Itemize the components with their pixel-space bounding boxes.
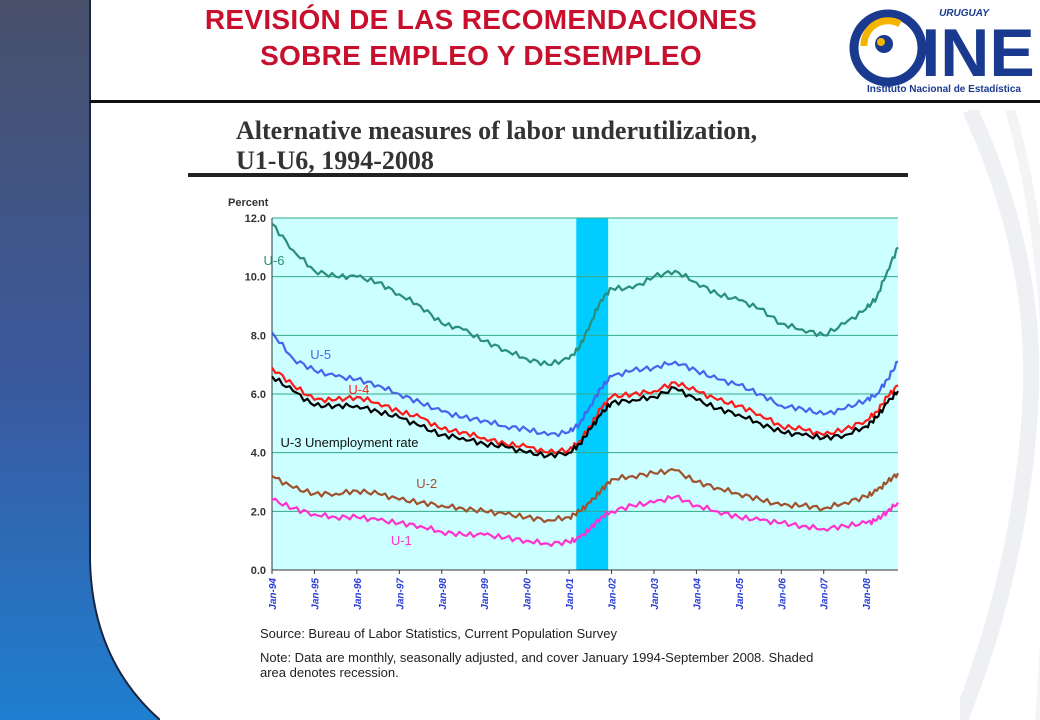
x-tick-label: Jan-97 [395, 578, 406, 610]
chart-title-line-2: U1-U6, 1994-2008 [236, 146, 434, 175]
x-tick-label: Jan-05 [735, 578, 746, 610]
x-tick-label: Jan-99 [480, 578, 491, 610]
series-label: U-2 [416, 476, 437, 491]
x-tick-label: Jan-98 [438, 578, 449, 610]
title-divider [90, 100, 1040, 103]
x-tick-label: Jan-07 [820, 578, 831, 610]
left-decorative-bar [0, 0, 160, 720]
series-label: U-3 Unemployment rate [280, 435, 418, 450]
series-line-u-2 [271, 468, 900, 524]
logo-top-text: URUGUAY [939, 8, 990, 19]
series-line-u-1 [271, 494, 899, 547]
series-line-u-5 [271, 331, 899, 438]
y-tick-label: 10.0 [245, 272, 266, 284]
plot-area: 0.0 2.0 4.0 6.0 8.0 10.0 12.0 Jan-94 Jan-95 Jan-9… [245, 213, 900, 610]
x-tick-label: Jan-02 [608, 578, 619, 610]
x-tick-label: Jan-96 [353, 578, 364, 610]
series-label: U-4 [348, 382, 369, 397]
series-label: U-1 [391, 533, 412, 548]
series-line-u-6 [271, 222, 899, 367]
y-tick-label: 6.0 [251, 389, 266, 401]
series-label: U-6 [264, 253, 285, 268]
series-line-u-3-unemployment-rate [271, 375, 899, 459]
logo-main-text: INE [921, 15, 1034, 91]
chart-panel: Alternative measures of labor underutili… [188, 105, 964, 690]
x-tick-label: Jan-08 [862, 578, 873, 610]
ine-logo-emblem-icon [849, 9, 927, 87]
source-note: Source: Bureau of Labor Statistics, Curr… [260, 626, 617, 641]
series-label: U-5 [310, 347, 331, 362]
y-tick-label: 2.0 [251, 506, 266, 518]
y-tick-label: 4.0 [251, 448, 266, 460]
x-tick-label: Jan-04 [692, 578, 703, 610]
ine-logo: URUGUAY INE Instituto Nacional de Estadí… [849, 8, 1035, 95]
x-tick-label: Jan-94 [268, 578, 279, 610]
slide-title-line-2: SOBRE EMPLEO Y DESEMPLEO [260, 40, 702, 71]
slide-title: REVISIÓN DE LAS RECOMENDACIONES SOBRE EM… [92, 2, 870, 74]
chart-title-line-1: Alternative measures of labor underutili… [236, 116, 757, 145]
y-tick-label: 8.0 [251, 330, 266, 342]
slide-title-line-1: REVISIÓN DE LAS RECOMENDACIONES [204, 4, 758, 35]
chart-title-rule [188, 173, 908, 177]
logo-caption: Instituto Nacional de Estadística [867, 84, 1021, 95]
y-tick-label: 12.0 [245, 213, 266, 225]
series-line-u-4 [271, 367, 899, 455]
chart-svg: Alternative measures of labor underutili… [188, 116, 908, 680]
x-tick-label: Jan-95 [310, 578, 321, 610]
y-tick-label: 0.0 [251, 565, 266, 577]
x-tick-label: Jan-03 [650, 578, 661, 610]
data-note-line-2: area denotes recession. [260, 665, 399, 680]
x-tick-label: Jan-00 [523, 578, 534, 610]
data-note-line-1: Note: Data are monthly, seasonally adjus… [260, 650, 813, 665]
x-tick-label: Jan-01 [565, 578, 576, 610]
decorative-arcs [960, 110, 1040, 720]
x-tick-label: Jan-06 [777, 578, 788, 610]
y-axis-label: Percent [228, 197, 269, 209]
